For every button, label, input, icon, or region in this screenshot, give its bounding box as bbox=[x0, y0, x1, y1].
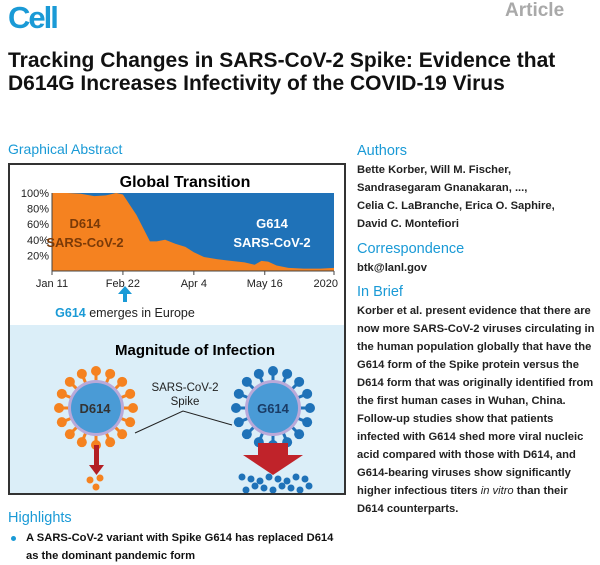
author-line: David C. Montefiori bbox=[357, 218, 459, 230]
g614-particle bbox=[260, 484, 268, 492]
g614-particle bbox=[283, 477, 291, 485]
spike-label: SARS-CoV-2 bbox=[151, 382, 218, 394]
g614-particle bbox=[274, 475, 282, 483]
d614-virus-label: D614 bbox=[79, 401, 111, 416]
spike-pointer-line bbox=[134, 410, 233, 434]
g614-virus-icon bbox=[231, 366, 315, 450]
g614-particle bbox=[247, 475, 255, 483]
g614-particle bbox=[242, 486, 250, 494]
x-tick-label: Jan 11 bbox=[36, 278, 68, 290]
d614-area bbox=[52, 193, 334, 271]
in-brief-heading: In Brief bbox=[357, 284, 403, 300]
authors-list: Bette Korber, Will M. Fischer, Sandraseg… bbox=[357, 161, 597, 233]
d614-particle bbox=[96, 474, 104, 482]
large-release-arrow-icon bbox=[243, 443, 303, 475]
d614-particle bbox=[86, 476, 94, 484]
magnitude-panel: Magnitude of Infection SARS-CoV-2 Spike … bbox=[10, 325, 344, 494]
chart-title: Global Transition bbox=[120, 174, 251, 191]
virus-particles bbox=[86, 473, 313, 494]
d614-area-label-2: SARS-CoV-2 bbox=[46, 235, 123, 250]
global-transition-chart: Global Transition 20% 40% 60% 80% 100% Jan 11… bbox=[21, 174, 338, 320]
correspondence-heading: Correspondence bbox=[357, 241, 465, 257]
g614-particle bbox=[269, 486, 277, 494]
g614-particle bbox=[251, 482, 259, 490]
highlights-heading: Highlights bbox=[8, 510, 72, 526]
g614-particle bbox=[301, 475, 309, 483]
g614-area-label: G614 bbox=[256, 216, 289, 231]
highlight-item: A SARS-CoV-2 variant with Spike G614 has… bbox=[8, 529, 348, 565]
g614-particle bbox=[292, 473, 300, 481]
spike-label-2: Spike bbox=[171, 396, 200, 408]
y-tick-label: 80% bbox=[27, 204, 49, 216]
d614-particle bbox=[92, 483, 100, 491]
author-line: Bette Korber, Will M. Fischer, bbox=[357, 164, 512, 176]
d614-virus-icon bbox=[54, 366, 138, 450]
small-release-arrow-icon bbox=[89, 445, 104, 475]
y-tick-label: 40% bbox=[27, 235, 49, 247]
up-arrow-icon bbox=[118, 286, 132, 302]
in-brief-text: Korber et al. present evidence that ther… bbox=[357, 305, 595, 515]
g614-particle bbox=[238, 473, 246, 481]
graphical-abstract-heading: Graphical Abstract bbox=[8, 141, 123, 157]
sidebar: Authors Bette Korber, Will M. Fischer, S… bbox=[357, 143, 597, 518]
g614-particle bbox=[278, 482, 286, 490]
g614-particle bbox=[305, 482, 313, 490]
author-line: Celia C. LaBranche, Erica O. Saphire, bbox=[357, 200, 555, 212]
y-tick-label: 100% bbox=[21, 188, 49, 200]
x-tick-label: Apr 4 bbox=[181, 278, 207, 290]
x-tick-label: May 16 bbox=[247, 278, 283, 290]
magnitude-title: Magnitude of Infection bbox=[115, 342, 275, 359]
g614-particle bbox=[265, 473, 273, 481]
d614-area-label: D614 bbox=[69, 216, 101, 231]
graphical-abstract: Global Transition 20% 40% 60% 80% 100% Jan 11… bbox=[8, 163, 346, 495]
y-tick-label: 20% bbox=[27, 250, 49, 262]
journal-logo: Cell bbox=[8, 0, 59, 35]
author-line: Sandrasegaram Gnanakaran, ..., bbox=[357, 182, 528, 194]
x-tick-label: Feb 22 bbox=[106, 278, 140, 290]
g614-particle bbox=[256, 477, 264, 485]
emerges-annotation: G614 emerges in Europe bbox=[55, 306, 195, 320]
correspondence-email[interactable]: btk@lanl.gov bbox=[357, 262, 427, 274]
bullet-icon bbox=[11, 536, 16, 541]
g614-virus-label: G614 bbox=[257, 401, 290, 416]
x-tick-label: 2020 bbox=[314, 278, 338, 290]
article-type-label: Article bbox=[505, 0, 565, 21]
y-tick-label: 60% bbox=[27, 219, 49, 231]
g614-particle bbox=[296, 486, 304, 494]
authors-heading: Authors bbox=[357, 143, 407, 159]
g614-area-label-2: SARS-CoV-2 bbox=[233, 235, 310, 250]
g614-particle bbox=[287, 484, 295, 492]
paper-title: Tracking Changes in SARS-CoV-2 Spike: Ev… bbox=[8, 49, 556, 95]
